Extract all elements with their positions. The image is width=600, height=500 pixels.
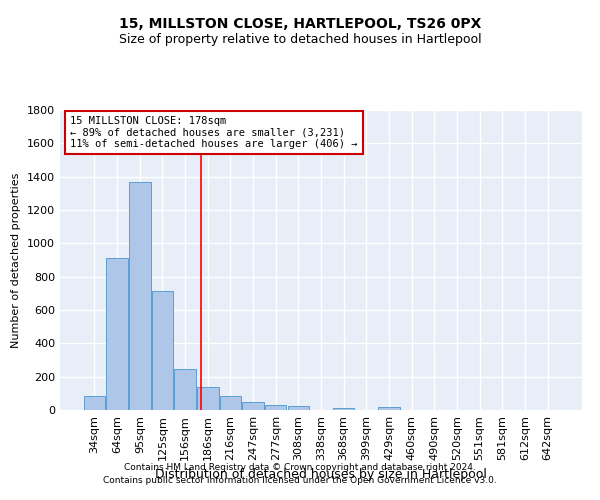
Text: Size of property relative to detached houses in Hartlepool: Size of property relative to detached ho… xyxy=(119,32,481,46)
Bar xyxy=(197,386,218,410)
Bar xyxy=(106,258,128,410)
X-axis label: Distribution of detached houses by size in Hartlepool: Distribution of detached houses by size … xyxy=(155,468,487,481)
Bar xyxy=(242,402,264,410)
Bar xyxy=(152,291,173,410)
Bar xyxy=(265,405,286,410)
Bar xyxy=(175,369,196,410)
Y-axis label: Number of detached properties: Number of detached properties xyxy=(11,172,22,348)
Text: Contains public sector information licensed under the Open Government Licence v3: Contains public sector information licen… xyxy=(103,476,497,485)
Bar xyxy=(129,182,151,410)
Bar xyxy=(84,396,105,410)
Bar xyxy=(287,406,309,410)
Text: 15, MILLSTON CLOSE, HARTLEPOOL, TS26 0PX: 15, MILLSTON CLOSE, HARTLEPOOL, TS26 0PX xyxy=(119,18,481,32)
Bar xyxy=(333,408,355,410)
Text: 15 MILLSTON CLOSE: 178sqm
← 89% of detached houses are smaller (3,231)
11% of se: 15 MILLSTON CLOSE: 178sqm ← 89% of detac… xyxy=(70,116,358,149)
Bar xyxy=(378,406,400,410)
Text: Contains HM Land Registry data © Crown copyright and database right 2024.: Contains HM Land Registry data © Crown c… xyxy=(124,464,476,472)
Bar xyxy=(220,396,241,410)
